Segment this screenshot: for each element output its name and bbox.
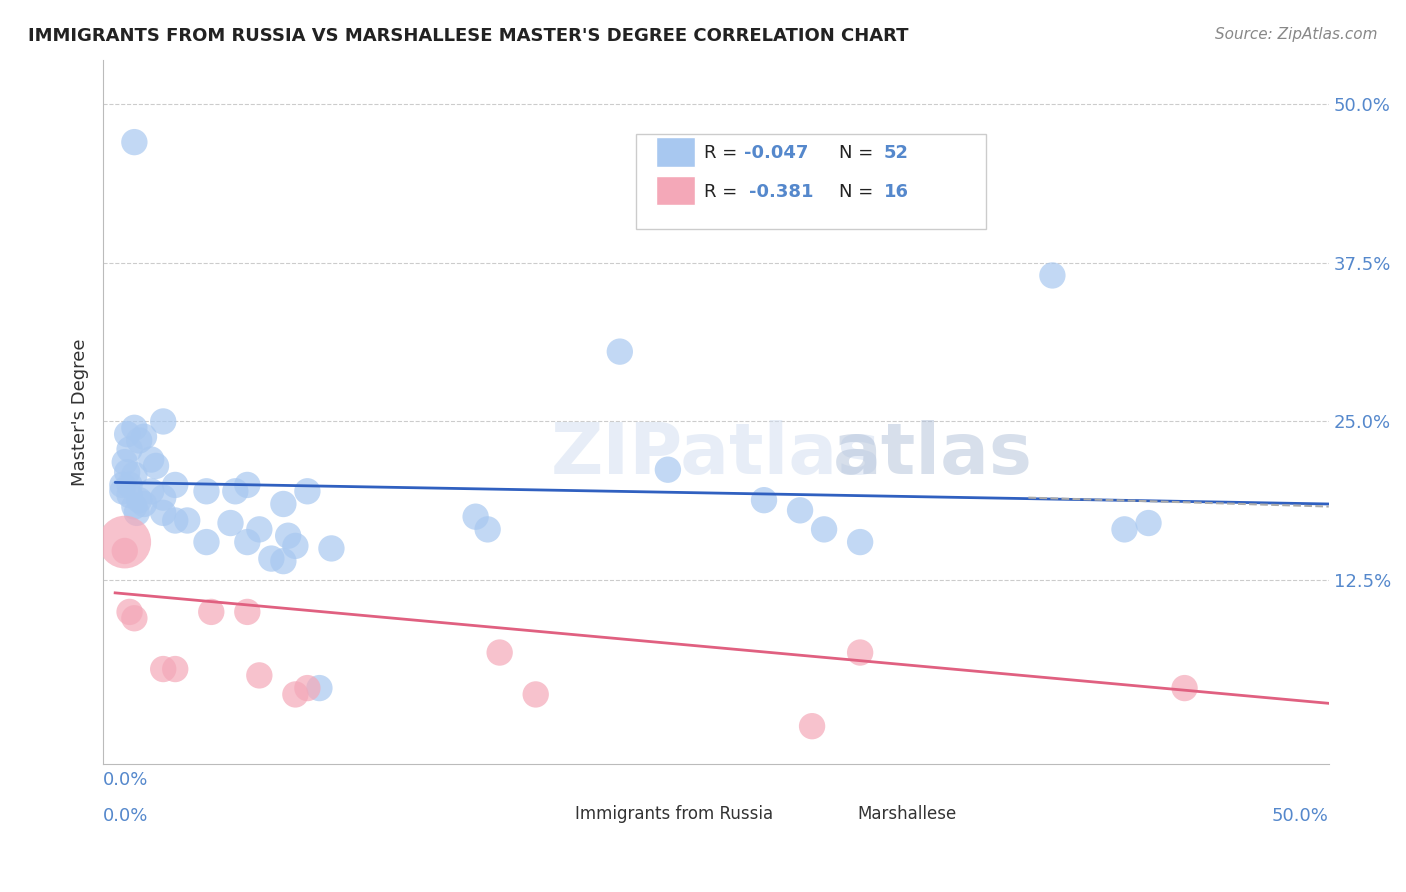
Point (145, 458, 167, 473)
Point (132, 430, 155, 444)
Point (114, 544, 136, 558)
Point (236, 605, 259, 619)
Point (124, 611, 146, 625)
Point (236, 478, 259, 492)
Point (111, 478, 134, 492)
Point (176, 514, 198, 528)
Point (165, 514, 187, 528)
Text: R =: R = (703, 145, 742, 162)
Point (464, 509, 486, 524)
Y-axis label: Master's Degree: Master's Degree (72, 338, 89, 485)
Point (111, 484, 134, 499)
Point (124, 500, 146, 514)
Point (1042, 268, 1064, 283)
Point (308, 681, 330, 695)
Point (1114, 522, 1136, 536)
FancyBboxPatch shape (637, 134, 986, 228)
FancyBboxPatch shape (811, 798, 853, 829)
Point (165, 478, 187, 492)
Point (849, 646, 872, 660)
Point (801, 719, 824, 733)
Point (477, 522, 499, 536)
Point (297, 484, 319, 499)
Point (115, 465, 138, 479)
Point (141, 484, 163, 499)
Point (277, 529, 299, 543)
Point (152, 414, 174, 428)
Point (118, 478, 141, 492)
Point (273, 497, 295, 511)
Point (247, 668, 270, 682)
Text: 50.0%: 50.0% (1272, 806, 1329, 824)
Point (273, 554, 295, 568)
Text: N =: N = (838, 145, 879, 162)
Text: 52: 52 (884, 145, 908, 162)
Text: -0.047: -0.047 (744, 145, 808, 162)
Point (609, 344, 631, 359)
Point (284, 688, 307, 702)
Point (115, 427, 138, 442)
Point (124, 467, 146, 482)
Point (219, 516, 242, 530)
Point (849, 535, 872, 549)
FancyBboxPatch shape (530, 798, 571, 829)
Point (284, 539, 307, 553)
Point (195, 484, 218, 499)
Point (128, 434, 150, 448)
Point (260, 551, 283, 566)
Text: 0.0%: 0.0% (103, 771, 149, 789)
Text: -0.381: -0.381 (749, 183, 814, 201)
Point (1174, 681, 1197, 695)
Point (165, 662, 187, 676)
Text: Source: ZipAtlas.com: Source: ZipAtlas.com (1215, 27, 1378, 42)
Text: ZIPatlas: ZIPatlas (551, 420, 882, 489)
Text: atlas: atlas (832, 420, 1032, 489)
Point (524, 688, 547, 702)
Point (118, 442, 141, 457)
Point (141, 452, 163, 467)
Point (657, 463, 679, 477)
Point (124, 135, 146, 149)
Text: Marshallese: Marshallese (856, 805, 956, 822)
Point (114, 535, 136, 549)
FancyBboxPatch shape (655, 176, 695, 205)
Point (321, 541, 343, 556)
Point (124, 421, 146, 435)
Point (118, 605, 141, 619)
FancyBboxPatch shape (655, 137, 695, 167)
Text: 16: 16 (884, 183, 908, 201)
Point (132, 497, 155, 511)
Point (297, 681, 319, 695)
Point (152, 662, 174, 676)
Point (236, 535, 259, 549)
Point (200, 605, 222, 619)
Point (813, 522, 835, 536)
Point (114, 455, 136, 469)
Text: N =: N = (838, 183, 879, 201)
Text: R =: R = (703, 183, 748, 201)
Point (195, 535, 218, 549)
Point (752, 493, 775, 508)
Point (118, 488, 141, 502)
Text: IMMIGRANTS FROM RUSSIA VS MARSHALLESE MASTER'S DEGREE CORRELATION CHART: IMMIGRANTS FROM RUSSIA VS MARSHALLESE MA… (28, 27, 908, 45)
Point (125, 506, 148, 520)
Point (152, 506, 174, 520)
Text: Immigrants from Russia: Immigrants from Russia (575, 805, 773, 822)
Point (1137, 516, 1160, 530)
Point (152, 491, 174, 505)
Text: 0.0%: 0.0% (103, 806, 149, 824)
Point (224, 484, 246, 499)
Point (128, 493, 150, 508)
Point (789, 503, 811, 517)
Point (247, 522, 270, 536)
Point (488, 646, 510, 660)
